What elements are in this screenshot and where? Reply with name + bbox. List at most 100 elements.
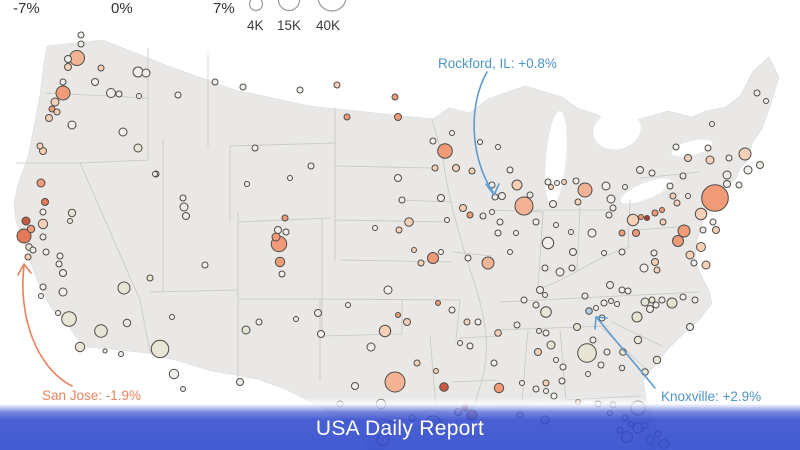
city-bubble[interactable] (477, 139, 483, 145)
city-bubble[interactable] (593, 305, 599, 311)
city-bubble[interactable] (589, 336, 597, 344)
city-bubble[interactable] (64, 55, 72, 63)
city-bubble[interactable] (307, 162, 315, 170)
city-bubble[interactable] (494, 329, 502, 337)
city-bubble[interactable] (686, 323, 694, 331)
city-bubble[interactable] (274, 256, 286, 268)
city-bubble[interactable] (666, 297, 678, 309)
city-bubble[interactable] (601, 181, 611, 191)
city-bubble[interactable] (182, 212, 190, 220)
city-bubble[interactable] (495, 144, 501, 150)
city-bubble[interactable] (640, 297, 650, 307)
city-bubble[interactable] (679, 293, 687, 301)
city-bubble[interactable] (77, 31, 85, 39)
city-bubble[interactable] (333, 81, 341, 89)
city-bubble[interactable] (506, 166, 514, 174)
city-bubble[interactable] (541, 264, 549, 272)
city-bubble[interactable] (133, 143, 143, 153)
city-bubble[interactable] (403, 318, 411, 326)
city-bubble[interactable] (132, 66, 144, 78)
city-bubble[interactable] (690, 259, 698, 267)
city-bubble[interactable] (395, 312, 401, 318)
city-bubble[interactable] (618, 229, 626, 237)
city-bubble[interactable] (644, 215, 650, 221)
city-bubble[interactable] (444, 217, 450, 223)
city-bubble[interactable] (577, 182, 593, 198)
city-bubble[interactable] (29, 246, 37, 254)
city-bubble[interactable] (452, 164, 460, 172)
city-bubble[interactable] (67, 120, 77, 130)
city-bubble[interactable] (394, 174, 402, 182)
city-bubble[interactable] (152, 171, 158, 177)
city-bubble[interactable] (573, 323, 581, 331)
city-bubble[interactable] (55, 260, 63, 268)
city-bubble[interactable] (251, 144, 259, 152)
city-bubble[interactable] (709, 218, 717, 226)
city-bubble[interactable] (429, 137, 437, 145)
city-bubble[interactable] (468, 167, 476, 175)
city-bubble[interactable] (536, 328, 542, 334)
city-bubble[interactable] (97, 64, 105, 72)
city-bubble[interactable] (278, 270, 286, 278)
city-bubble[interactable] (650, 249, 658, 257)
city-bubble[interactable] (648, 296, 656, 304)
city-bubble[interactable] (146, 274, 154, 282)
city-bubble[interactable] (490, 359, 498, 367)
city-bubble[interactable] (489, 209, 495, 215)
city-bubble[interactable] (150, 339, 170, 359)
city-bubble[interactable] (463, 318, 471, 326)
city-bubble[interactable] (102, 348, 108, 354)
city-bubble[interactable] (118, 127, 128, 137)
city-bubble[interactable] (735, 181, 743, 189)
city-bubble[interactable] (201, 261, 209, 269)
city-bubble[interactable] (585, 307, 593, 315)
city-bubble[interactable] (511, 179, 523, 191)
city-bubble[interactable] (763, 98, 769, 104)
city-bubble[interactable] (296, 86, 304, 94)
city-bubble[interactable] (345, 302, 351, 308)
city-bubble[interactable] (404, 217, 414, 227)
city-bubble[interactable] (59, 78, 67, 86)
city-bubble[interactable] (118, 351, 124, 357)
city-bubble[interactable] (115, 90, 123, 98)
city-bubble[interactable] (684, 154, 692, 162)
city-bubble[interactable] (417, 259, 425, 267)
city-bubble[interactable] (554, 180, 560, 186)
city-bubble[interactable] (36, 142, 44, 150)
city-bubble[interactable] (39, 233, 47, 241)
city-bubble[interactable] (287, 175, 293, 181)
city-bubble[interactable] (722, 170, 732, 180)
city-bubble[interactable] (141, 68, 151, 78)
city-bubble[interactable] (587, 228, 597, 238)
city-bubble[interactable] (577, 343, 597, 363)
city-bubble[interactable] (384, 371, 406, 393)
city-bubble[interactable] (58, 287, 68, 297)
city-bubble[interactable] (559, 363, 567, 371)
city-bubble[interactable] (38, 293, 44, 299)
city-bubble[interactable] (372, 225, 378, 231)
city-bubble[interactable] (274, 226, 282, 234)
city-bubble[interactable] (244, 181, 250, 187)
city-bubble[interactable] (491, 193, 499, 201)
city-bubble[interactable] (106, 88, 116, 98)
city-bubble[interactable] (672, 143, 680, 151)
city-bubble[interactable] (685, 193, 691, 199)
city-bubble[interactable] (743, 165, 753, 175)
city-bubble[interactable] (701, 184, 729, 212)
city-bubble[interactable] (136, 93, 142, 99)
city-bubble[interactable] (725, 154, 733, 162)
city-bubble[interactable] (585, 371, 591, 377)
city-bubble[interactable] (605, 211, 613, 219)
city-bubble[interactable] (666, 182, 674, 190)
city-bubble[interactable] (691, 296, 699, 304)
city-bubble[interactable] (652, 301, 660, 309)
city-bubble[interactable] (37, 218, 49, 230)
city-bubble[interactable] (494, 229, 502, 237)
city-bubble[interactable] (449, 130, 455, 136)
city-bubble[interactable] (553, 357, 559, 363)
city-bubble[interactable] (534, 348, 542, 356)
city-bubble[interactable] (411, 247, 417, 253)
city-bubble[interactable] (94, 324, 108, 338)
city-bubble[interactable] (42, 248, 50, 256)
city-bubble[interactable] (651, 209, 659, 217)
